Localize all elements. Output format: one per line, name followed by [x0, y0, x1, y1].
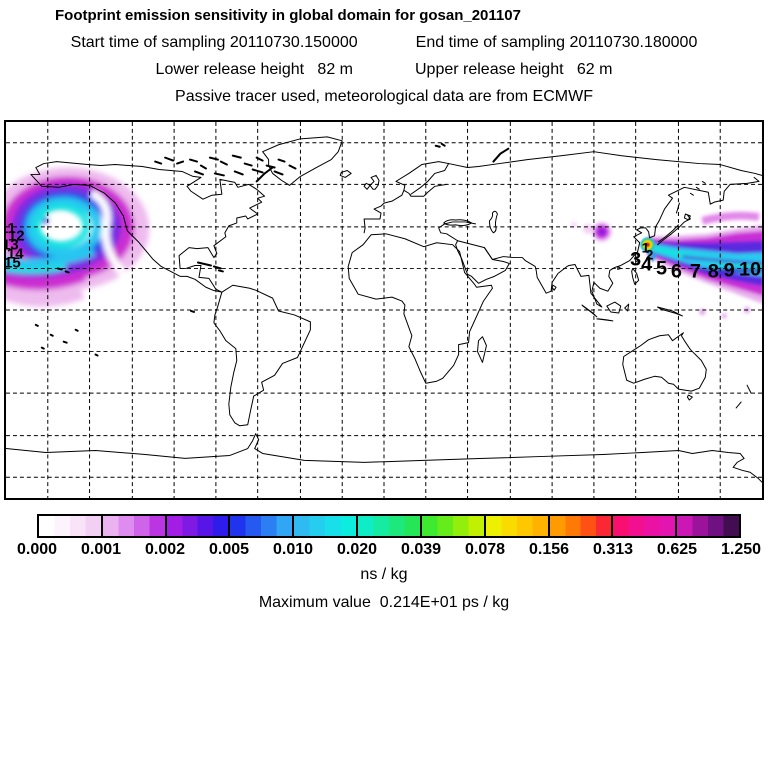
trajectory-day-labels: 3 4 5 6 7 8 9 10	[630, 249, 761, 283]
coast-greenland	[262, 136, 343, 186]
arctic-islands	[154, 142, 510, 183]
island-sri-lanka	[551, 284, 557, 291]
sea-black	[443, 219, 473, 227]
colorbar-segment	[547, 516, 612, 536]
release-heights-row: Lower release height 82 m Upper release …	[0, 61, 768, 79]
tracer-note-text: Passive tracer used, meteorological data…	[175, 88, 593, 105]
colorbar-tick-label: 1.250	[720, 541, 762, 558]
colorbar-segment	[356, 516, 420, 536]
coast-madagascar	[477, 336, 487, 363]
graticule-gridlines	[6, 122, 762, 498]
coast-antarctica	[6, 433, 762, 483]
day-marker: 10	[739, 258, 761, 280]
colorbar-segment	[292, 516, 357, 536]
source-hotspot	[640, 237, 658, 263]
edge-marker: 11	[6, 221, 16, 237]
world-map-svg: 3 4 5 6 7 8 9 10 11 12 13 14 15 1 2	[6, 122, 762, 498]
edge-day-labels: 11 12 13 14 15	[6, 221, 25, 272]
colorbar-segment	[419, 516, 484, 536]
colorbar-ticks: 0.000 0.001 0.002 0.005 0.010 0.020 0.039 0.078…	[0, 541, 768, 561]
plume-north-pacific-spiral	[6, 167, 150, 307]
colorbar-tick-label: 0.156	[528, 541, 570, 558]
colorbar-tick-label: 0.625	[656, 541, 698, 558]
coastlines	[6, 136, 762, 483]
colorbar-tick-label: 0.078	[464, 541, 506, 558]
world-map-frame: 3 4 5 6 7 8 9 10 11 12 13 14 15 1 2	[4, 120, 764, 500]
day-marker: 7	[690, 260, 701, 282]
colorbar-tick-label: 0.020	[336, 541, 378, 558]
colorbar-segment	[611, 516, 676, 536]
lower-release-text: Lower release height 82 m	[155, 61, 353, 78]
colorbar-tick-label: 0.001	[80, 541, 122, 558]
maximum-value-text: Maximum value 0.214E+01 ps / kg	[258, 594, 510, 611]
coast-russia-arctic	[448, 151, 762, 176]
sampling-end-text: End time of sampling 20110730.180000	[415, 34, 698, 51]
day-marker: 3	[630, 249, 641, 271]
coast-australia	[622, 332, 707, 401]
colorbar-segment	[39, 516, 101, 536]
day-marker: 9	[724, 259, 735, 281]
sampling-start-text: Start time of sampling 20110730.150000	[70, 34, 358, 51]
source-marker: 1	[642, 240, 650, 256]
coast-uk-ireland-iceland	[339, 169, 380, 190]
colorbar-tick-label: 0.010	[272, 541, 314, 558]
source-day-labels: 1 2	[642, 240, 654, 263]
sea-caspian	[488, 210, 498, 234]
coast-arabia	[455, 240, 510, 284]
colorbar-tick-label: 0.005	[208, 541, 250, 558]
edge-marker: 12	[8, 229, 25, 245]
plume-transpacific-band	[647, 211, 762, 319]
day-marker: 4	[641, 253, 652, 275]
colorbar-segment	[164, 516, 229, 536]
source-marker: 2	[646, 247, 654, 263]
colorbar-tick-label: 0.039	[400, 541, 442, 558]
colorbar-segment	[100, 516, 165, 536]
colorbar-unit: ns / kg	[360, 566, 408, 583]
figure-title: Footprint emission sensitivity in global…	[55, 7, 521, 24]
colorbar-tick-label: 0.313	[592, 541, 634, 558]
plume-china-patch	[571, 221, 612, 242]
colorbar-tick-label: 0.002	[144, 541, 186, 558]
colorbar-segment	[228, 516, 293, 536]
coast-south-america	[213, 284, 311, 427]
coast-sakhalin-kurils	[675, 180, 706, 214]
coast-scandinavia	[395, 161, 450, 195]
coast-new-zealand	[735, 384, 752, 409]
coast-europe	[363, 183, 448, 234]
colorbar-tick-label: 0.000	[16, 541, 58, 558]
edge-marker: 13	[6, 238, 19, 254]
day-marker: 5	[656, 257, 667, 279]
ocean-islands	[34, 261, 224, 357]
coast-east-asia	[438, 176, 760, 308]
colorbar-segment	[483, 516, 548, 536]
edge-marker: 14	[7, 247, 24, 263]
edge-marker: 15	[6, 255, 21, 271]
coast-indonesia	[581, 301, 683, 322]
sampling-times-row: Start time of sampling 20110730.150000 E…	[0, 34, 768, 52]
tracer-note-row: Passive tracer used, meteorological data…	[0, 88, 768, 106]
upper-release-text: Upper release height 62 m	[415, 61, 613, 78]
day-marker: 6	[671, 260, 682, 282]
coast-africa	[347, 233, 493, 384]
day-marker: 8	[708, 260, 719, 282]
colorbar-segment	[675, 516, 739, 536]
coast-north-america	[30, 161, 266, 293]
colorbar-gradient	[37, 514, 741, 538]
